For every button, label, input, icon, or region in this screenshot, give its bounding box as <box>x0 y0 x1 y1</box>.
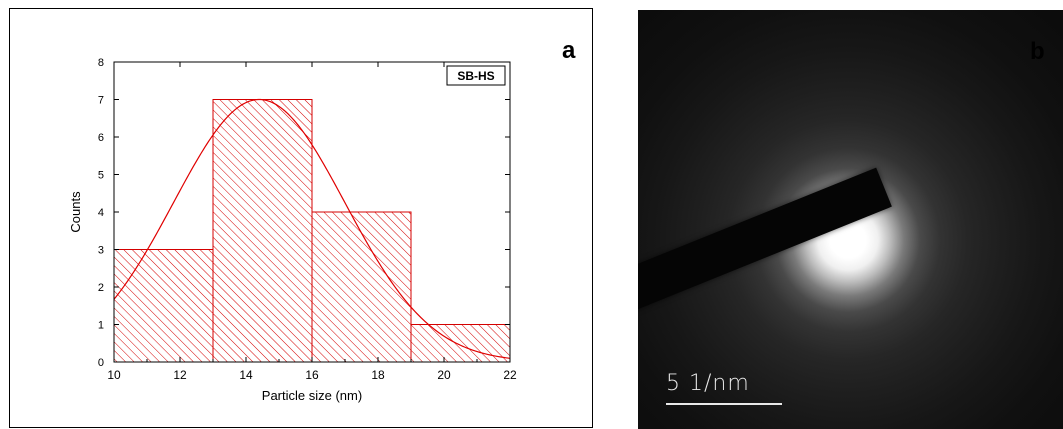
histogram-panel: 10 12 14 16 18 20 22 0 1 2 3 4 5 6 7 8 Particle size (n… <box>9 8 593 428</box>
panel-letter-b: b <box>1030 38 1045 65</box>
fit-layer <box>113 98 511 359</box>
scale-bar <box>666 403 782 405</box>
y-tick-label: 5 <box>98 170 104 182</box>
beam-stop <box>638 167 892 319</box>
x-tick-label: 16 <box>305 368 319 382</box>
scale-bar-label: 5 1/nm <box>666 371 750 396</box>
x-axis-label: Particle size (nm) <box>262 388 362 403</box>
y-axis-label: Counts <box>68 191 83 233</box>
bars-layer <box>113 99 511 363</box>
histogram-bar-0 <box>113 249 214 363</box>
y-tick-label: 0 <box>98 357 104 369</box>
x-tick-label: 12 <box>173 368 187 382</box>
y-tick-label: 7 <box>98 95 104 107</box>
y-tick-label: 6 <box>98 132 104 144</box>
panel-letter-a: a <box>562 37 576 64</box>
legend-frame <box>446 65 506 86</box>
legend-label: SB-HS <box>457 69 494 83</box>
y-tick-label: 3 <box>98 245 104 257</box>
y-tick-label: 2 <box>98 282 104 294</box>
y-tick-label: 1 <box>98 320 104 332</box>
gaussian-fit-curve <box>113 98 511 359</box>
x-tick-label: 14 <box>239 368 253 382</box>
x-tick-label: 22 <box>503 368 517 382</box>
x-tick-label: 18 <box>371 368 385 382</box>
histogram-bar-1 <box>212 99 313 363</box>
diffraction-image-panel: b 5 1/nm <box>638 10 1063 429</box>
histogram-bar-2 <box>311 211 412 363</box>
y-tick-label: 4 <box>98 207 104 219</box>
legend-box: SB-HS <box>446 65 506 86</box>
x-tick-label: 10 <box>107 368 121 382</box>
y-tick-label: 8 <box>98 57 104 69</box>
x-tick-label: 20 <box>437 368 451 382</box>
